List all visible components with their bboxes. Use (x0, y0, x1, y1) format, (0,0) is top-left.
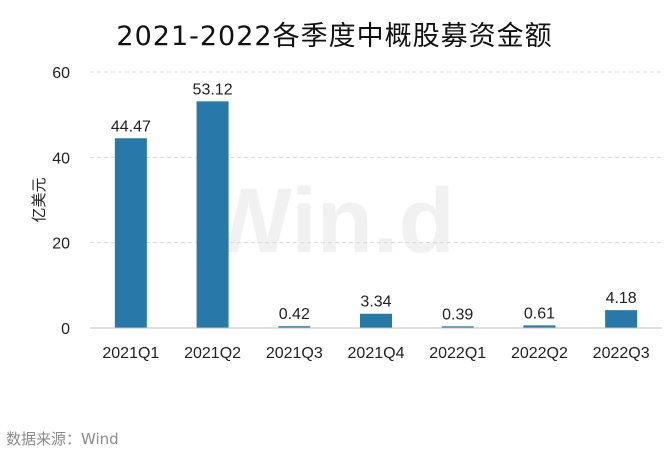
y-axis-title: 亿美元 (30, 177, 48, 222)
bar (114, 138, 147, 328)
bar (278, 326, 311, 328)
x-tick-label: 2021Q2 (184, 345, 241, 362)
y-tick-label: 60 (52, 65, 70, 82)
bar (196, 101, 229, 328)
x-tick-label: 2021Q3 (266, 345, 323, 362)
bars (114, 101, 638, 328)
x-tick-label: 2022Q3 (593, 345, 650, 362)
data-label: 0.61 (524, 305, 555, 322)
y-tick-label: 20 (52, 236, 70, 253)
x-axis-ticks: 2021Q1 2021Q2 2021Q3 2021Q4 2022Q1 2022Q2 2022… (102, 345, 649, 362)
data-label: 4.18 (606, 290, 637, 307)
chart-title: 2021-2022各季度中概股募资金额 (116, 21, 553, 52)
x-tick-label: 2022Q1 (429, 345, 486, 362)
data-label: 3.34 (360, 294, 391, 311)
bar (441, 326, 474, 328)
data-label: 0.42 (279, 306, 310, 323)
x-tick-label: 2022Q2 (511, 345, 568, 362)
x-tick-label: 2021Q4 (348, 345, 405, 362)
source-note: 数据来源：Wind (6, 430, 119, 448)
x-tick-label: 2021Q1 (102, 345, 159, 362)
data-label: 0.39 (442, 306, 473, 323)
y-tick-label: 0 (61, 321, 70, 338)
bar (360, 313, 392, 328)
bar (523, 325, 556, 328)
data-label: 53.12 (193, 81, 233, 98)
y-axis-ticks: 0 20 40 60 (52, 65, 70, 338)
data-label: 44.47 (111, 118, 151, 135)
grid-lines (90, 71, 662, 244)
y-tick-label: 40 (52, 150, 70, 167)
bar (605, 310, 638, 328)
watermark: Win.d (205, 170, 455, 272)
data-labels: 44.47 53.12 0.42 3.34 0.39 0.61 4.18 (111, 81, 637, 323)
